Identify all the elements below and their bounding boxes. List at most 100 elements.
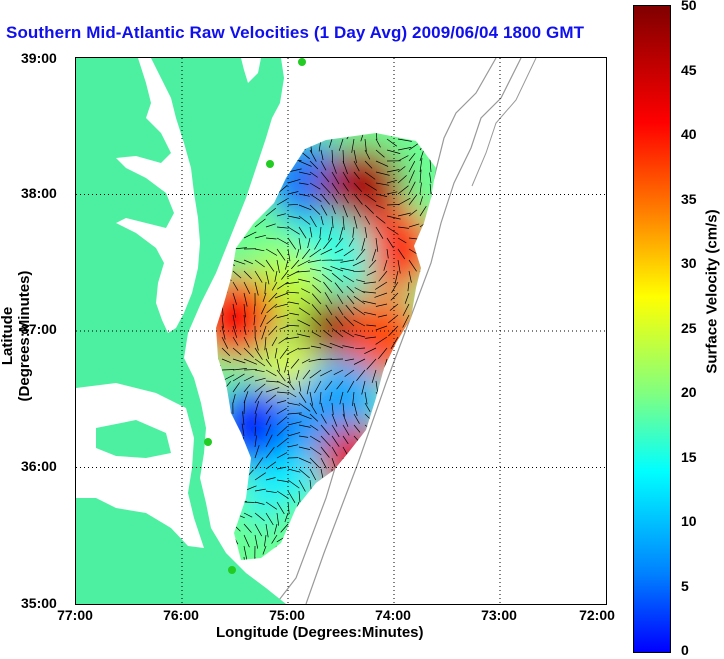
velocity-vector xyxy=(346,295,355,305)
velocity-vector xyxy=(386,204,400,206)
velocity-vector xyxy=(273,523,278,535)
velocity-vector xyxy=(363,534,377,537)
velocity-vector xyxy=(276,452,288,459)
velocity-vector xyxy=(375,215,386,224)
velocity-vector xyxy=(260,303,267,315)
velocity-vector xyxy=(265,207,277,217)
velocity-vector xyxy=(232,270,242,279)
velocity-vector xyxy=(430,545,434,560)
velocity-vector xyxy=(296,333,311,338)
map-plot-area[interactable] xyxy=(75,57,607,605)
y-tick-label: 39:00 xyxy=(21,50,57,66)
velocity-vector xyxy=(329,342,344,349)
velocity-vector xyxy=(353,215,358,229)
velocity-vector xyxy=(309,446,322,456)
velocity-vector xyxy=(419,169,422,184)
velocity-vector xyxy=(288,554,300,558)
velocity-vector xyxy=(230,433,234,448)
velocity-vector xyxy=(375,435,389,439)
velocity-vector xyxy=(430,133,436,140)
velocity-vector xyxy=(265,434,273,448)
velocity-vector xyxy=(295,369,300,380)
velocity-vector xyxy=(298,468,310,479)
velocity-vector xyxy=(430,281,436,295)
velocity-vector xyxy=(397,155,409,162)
velocity-vector xyxy=(330,265,344,272)
velocity-vector xyxy=(287,391,297,398)
velocity-vector xyxy=(241,423,245,437)
velocity-vector xyxy=(276,407,287,415)
velocity-vector xyxy=(386,215,401,220)
x-tick-label: 74:00 xyxy=(375,607,411,623)
velocity-vector xyxy=(313,133,322,140)
velocity-vector xyxy=(265,152,273,162)
velocity-vector xyxy=(243,216,254,228)
velocity-vector xyxy=(386,149,401,154)
velocity-vector xyxy=(221,259,235,266)
velocity-vector xyxy=(243,375,254,382)
velocity-vector xyxy=(216,383,222,393)
velocity-vector xyxy=(366,523,377,529)
velocity-vector xyxy=(430,147,433,162)
x-tick-label: 75:00 xyxy=(269,607,305,623)
velocity-vector xyxy=(265,380,280,383)
velocity-blob xyxy=(352,207,436,292)
velocity-vector xyxy=(309,268,322,272)
velocity-vector xyxy=(342,182,349,192)
velocity-vector xyxy=(266,556,278,560)
velocity-vector xyxy=(298,531,311,536)
velocity-vector xyxy=(309,435,321,443)
velocity-vector xyxy=(297,259,311,267)
velocity-vector xyxy=(254,281,259,296)
velocity-vector xyxy=(375,193,388,197)
velocity-vector xyxy=(375,281,388,290)
velocity-vector xyxy=(254,523,263,537)
velocity-vector xyxy=(232,347,242,356)
velocity-vector xyxy=(375,336,388,345)
x-tick-label: 72:00 xyxy=(579,607,615,623)
velocity-vector xyxy=(232,545,237,559)
velocity-vector xyxy=(408,152,416,162)
velocity-vector xyxy=(320,149,324,161)
velocity-vector xyxy=(354,539,366,547)
map-canvas xyxy=(76,58,606,604)
velocity-vector xyxy=(254,369,265,373)
velocity-vector xyxy=(286,324,300,327)
velocity-vector xyxy=(353,204,362,218)
colorbar-tick: 50 xyxy=(681,0,697,13)
velocity-vector xyxy=(276,138,290,142)
velocity-vector xyxy=(312,284,322,294)
velocity-vector xyxy=(287,479,300,489)
velocity-vector xyxy=(298,446,311,450)
velocity-vector xyxy=(342,457,348,471)
velocity-vector xyxy=(364,215,371,225)
velocity-vector xyxy=(429,425,432,437)
velocity-vector xyxy=(419,133,429,140)
velocity-vector xyxy=(404,292,410,304)
velocity-vector xyxy=(402,303,410,317)
velocity-vector xyxy=(265,358,272,367)
velocity-vector xyxy=(397,399,412,404)
velocity-vector xyxy=(408,181,416,195)
velocity-vector xyxy=(274,556,289,560)
velocity-vector xyxy=(286,544,300,547)
velocity-vector xyxy=(419,501,433,506)
velocity-vector xyxy=(430,137,436,151)
velocity-vector xyxy=(419,196,424,206)
velocity-vector xyxy=(298,215,311,225)
velocity-vector xyxy=(232,325,238,338)
velocity-vector xyxy=(442,271,453,280)
velocity-vector xyxy=(364,193,377,203)
velocity-vector xyxy=(419,401,425,415)
velocity-vector xyxy=(216,377,222,382)
delaware-bay xyxy=(241,58,261,83)
velocity-vector xyxy=(364,138,367,152)
velocity-vector xyxy=(243,303,246,318)
velocity-vector xyxy=(378,270,388,282)
velocity-vector xyxy=(221,292,225,302)
colorbar-tick: 30 xyxy=(681,255,697,271)
velocity-vector xyxy=(408,143,419,151)
velocity-vector xyxy=(368,512,377,521)
velocity-vector xyxy=(408,396,418,404)
velocity-vector xyxy=(408,380,423,383)
